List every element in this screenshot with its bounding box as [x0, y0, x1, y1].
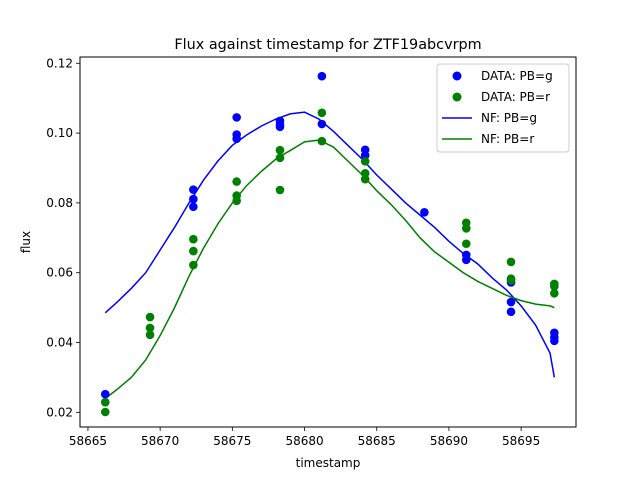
data-point — [360, 157, 370, 166]
x-tick-label: 58675 — [213, 434, 251, 448]
data-point — [145, 312, 155, 322]
data-point — [100, 397, 110, 407]
data-point — [275, 153, 285, 163]
x-tick-label: 58665 — [69, 434, 107, 448]
legend-marker-g — [452, 71, 462, 81]
data-point — [550, 289, 559, 298]
legend-label-nf-g: NF: PB=g — [481, 111, 537, 125]
data-point — [461, 224, 471, 233]
series-lines — [104, 111, 556, 399]
data-point — [506, 297, 516, 307]
data-point — [506, 307, 516, 317]
data-point — [360, 151, 370, 160]
data-point — [360, 174, 370, 184]
data-point — [317, 136, 327, 146]
data-point — [275, 122, 285, 132]
legend-marker-r — [452, 92, 462, 102]
x-axis-label: timestamp — [296, 456, 361, 470]
data-point — [275, 145, 285, 155]
data-point — [189, 234, 198, 244]
data-point — [461, 255, 471, 265]
data-point — [189, 202, 198, 212]
data-point — [100, 389, 110, 399]
x-tick-label: 58685 — [358, 434, 396, 448]
data-point — [189, 260, 198, 270]
y-tick-label: 0.02 — [46, 405, 73, 419]
data-point — [100, 407, 110, 417]
y-tick-label: 0.06 — [46, 266, 73, 280]
data-point — [506, 276, 516, 285]
data-point — [232, 196, 241, 206]
y-tick-label: 0.12 — [46, 56, 73, 70]
data-point — [232, 134, 241, 143]
y-axis-ticks: 0.02 0.04 0.06 0.08 0.10 0.12 — [46, 56, 80, 419]
data-point — [145, 330, 155, 340]
legend-label-data-g: DATA: PB=g — [481, 69, 553, 83]
plot-frame — [79, 56, 577, 428]
data-point — [189, 194, 198, 204]
data-point — [550, 282, 559, 291]
y-tick-label: 0.10 — [46, 126, 73, 140]
data-point — [461, 239, 471, 249]
data-point — [317, 108, 327, 118]
legend-label-nf-r: NF: PB=r — [481, 132, 534, 146]
x-tick-label: 58690 — [430, 434, 468, 448]
chart-title: Flux against timestamp for ZTF19abcvrpm — [174, 37, 481, 53]
legend: DATA: PB=g DATA: PB=r NF: PB=g NF: PB=r — [436, 63, 570, 153]
series-line-2 — [104, 111, 556, 378]
y-axis-label: flux — [19, 231, 33, 253]
data-point — [317, 71, 327, 81]
data-point — [317, 119, 327, 129]
x-tick-label: 58670 — [141, 434, 179, 448]
x-axis-ticks: 58665 58670 58675 58680 58685 58690 58695 — [69, 427, 540, 448]
data-point — [550, 336, 559, 346]
data-point — [189, 185, 198, 194]
data-point — [232, 177, 241, 186]
x-tick-label: 58680 — [285, 434, 323, 448]
legend-box — [436, 63, 570, 153]
plot-area — [100, 71, 559, 417]
data-point — [275, 185, 285, 195]
y-tick-label: 0.08 — [46, 196, 73, 210]
data-point — [232, 113, 241, 122]
x-tick-label: 58695 — [502, 434, 540, 448]
y-tick-label: 0.04 — [46, 336, 73, 350]
data-point — [145, 323, 155, 333]
series-markers — [100, 71, 559, 417]
data-point — [189, 246, 198, 256]
data-point — [506, 257, 516, 267]
data-point — [360, 168, 370, 178]
legend-label-data-r: DATA: PB=r — [481, 90, 550, 104]
series-line-3 — [104, 139, 555, 399]
data-point — [420, 208, 429, 217]
